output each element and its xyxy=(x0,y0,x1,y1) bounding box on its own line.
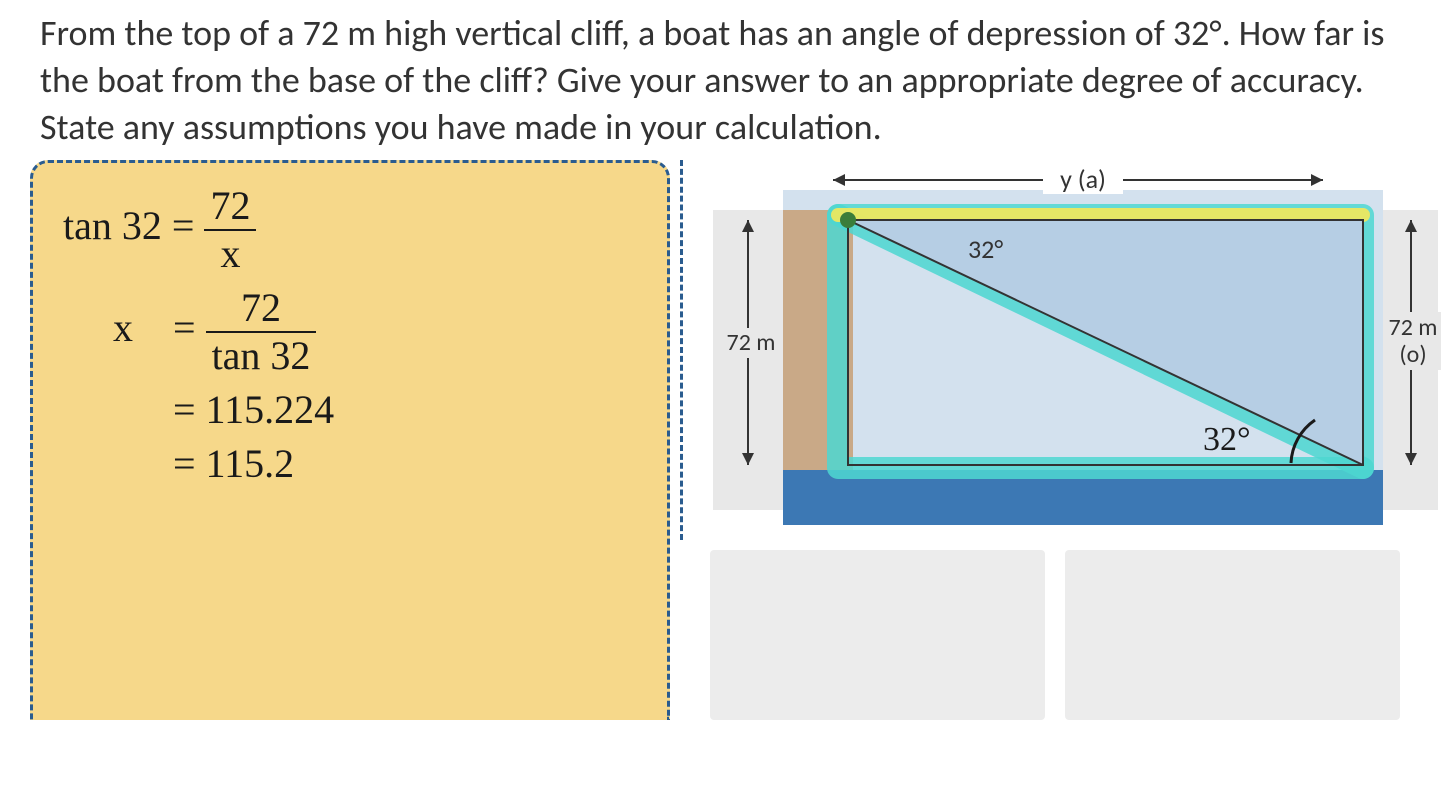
work-line-2: x = 72 tan 32 xyxy=(63,285,637,379)
grey-box-1 xyxy=(710,550,1045,720)
line1-lhs: tan 32 = xyxy=(63,204,194,249)
right-height-label-1: 72 m xyxy=(1389,313,1438,342)
work-line-4: = 115.2 xyxy=(63,441,637,487)
diagram-svg: y (a) 32° 32° xyxy=(683,160,1443,540)
question-text: From the top of a 72 m high vertical cli… xyxy=(0,0,1456,150)
line2-den: tan 32 xyxy=(206,333,317,379)
top-arrow-left xyxy=(833,174,845,186)
work-line-3: = 115.224 xyxy=(63,387,637,433)
right-height-label-2: (o) xyxy=(1399,340,1426,369)
grey-box-2 xyxy=(1065,550,1400,720)
line2-num: 72 xyxy=(206,285,317,333)
diagram-panel: y (a) 32° 32° xyxy=(680,160,1440,540)
top-arrow-right xyxy=(1311,174,1323,186)
line1-den: x xyxy=(204,231,256,277)
line1-num: 72 xyxy=(204,183,256,231)
work-line-1: tan 32 = 72 x xyxy=(63,183,637,277)
working-box: tan 32 = 72 x x = 72 tan 32 = 115.224 = … xyxy=(30,160,670,720)
observer-dot xyxy=(840,212,856,228)
top-label: y (a) xyxy=(1060,163,1106,195)
line2-lhs: x = xyxy=(113,306,196,351)
angle-top-label: 32° xyxy=(968,233,1003,265)
content-area: tan 32 = 72 x x = 72 tan 32 = 115.224 = … xyxy=(0,160,1456,720)
angle-bottom-label: 32° xyxy=(1203,421,1251,458)
below-boxes xyxy=(680,540,1440,740)
left-height-label: 72 m xyxy=(727,328,776,357)
